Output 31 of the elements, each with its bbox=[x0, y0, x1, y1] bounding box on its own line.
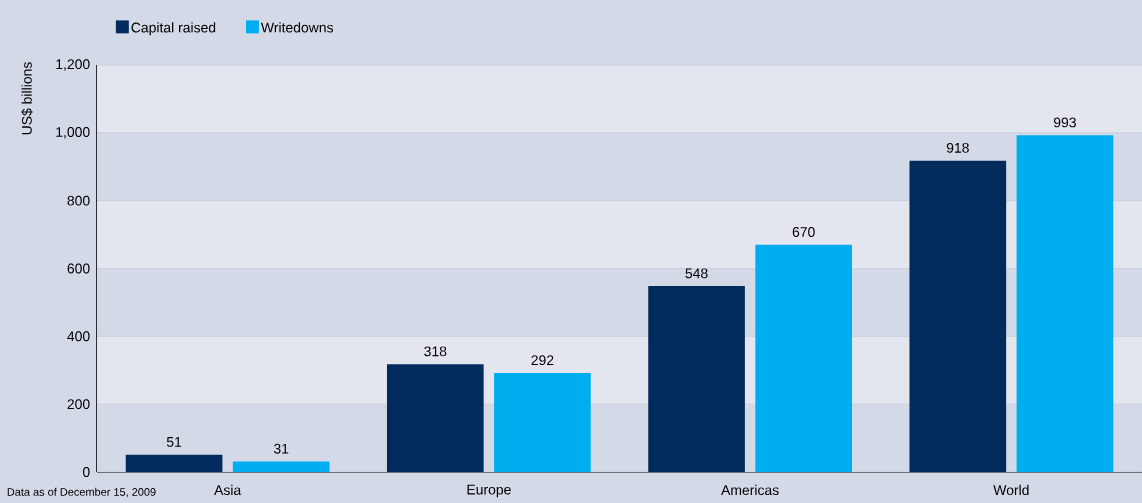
x-tick-label: Asia bbox=[214, 484, 242, 496]
y-tick-label: 400 bbox=[67, 331, 90, 342]
x-tick-label: World bbox=[993, 484, 1029, 496]
bar bbox=[1016, 135, 1114, 472]
text: Data as of December 15, 2009 bbox=[7, 487, 156, 498]
legend-label: Capital raised bbox=[131, 22, 216, 36]
x-tick-label: Americas bbox=[721, 484, 779, 496]
bar bbox=[648, 286, 745, 472]
bar bbox=[494, 372, 591, 472]
data-label: 51 bbox=[166, 437, 182, 447]
data-label: 31 bbox=[273, 443, 289, 454]
y-tick-label: 600 bbox=[67, 263, 90, 274]
x-tick-label: Europe bbox=[467, 484, 511, 498]
y-tick-label: 800 bbox=[67, 195, 90, 206]
data-label: 918 bbox=[946, 142, 969, 153]
data-label: 548 bbox=[685, 268, 708, 279]
bar bbox=[125, 454, 223, 472]
data-label: 993 bbox=[1053, 117, 1076, 128]
y-tick-label: 200 bbox=[67, 399, 90, 410]
bar bbox=[755, 244, 852, 472]
data-label: 318 bbox=[424, 346, 447, 357]
y-tick-label: 0 bbox=[82, 467, 90, 477]
data-label: 670 bbox=[792, 227, 815, 237]
y-tick-label: 1,200 bbox=[56, 59, 90, 71]
bar bbox=[232, 461, 330, 472]
y-tick-label: 1,000 bbox=[56, 127, 90, 139]
y-axis-title: US$ billions bbox=[21, 62, 33, 135]
legend-label: Writedowns bbox=[260, 22, 334, 33]
bar bbox=[909, 160, 1007, 472]
data-label: 292 bbox=[531, 355, 554, 366]
bar bbox=[386, 364, 484, 472]
